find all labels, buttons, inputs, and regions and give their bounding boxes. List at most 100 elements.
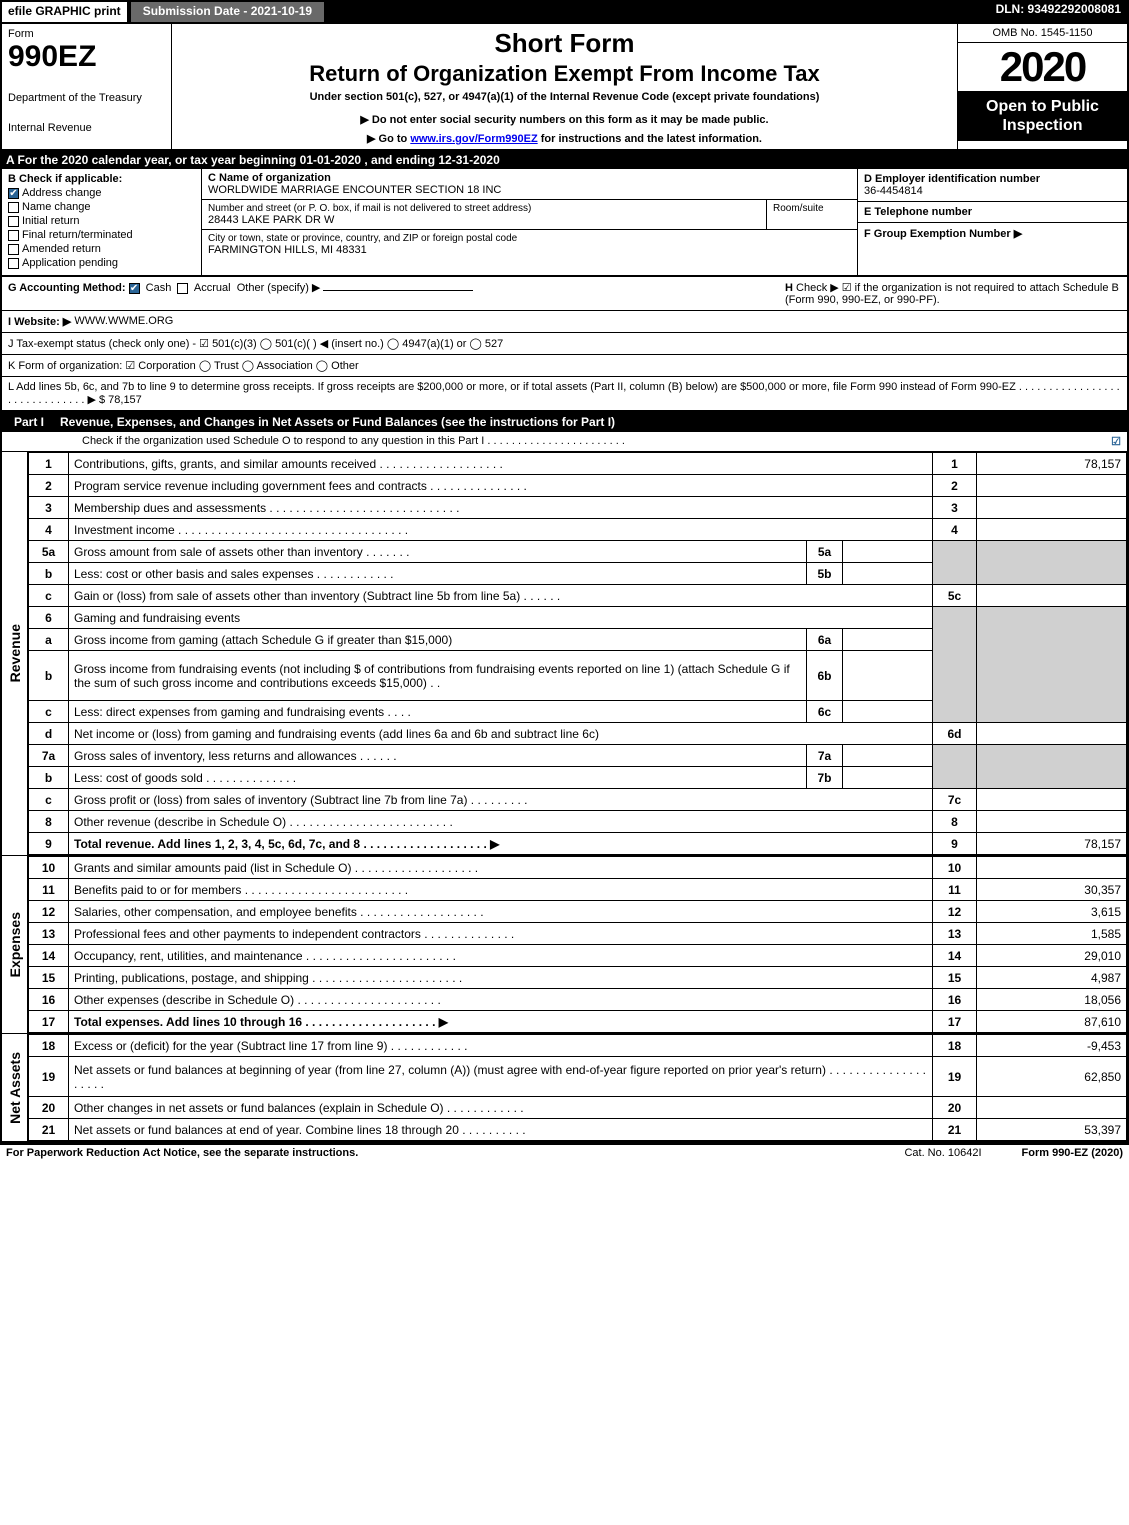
amt-17: 87,610	[977, 1011, 1127, 1033]
cash-label: Cash	[146, 282, 172, 294]
other-specify-label: Other (specify) ▶	[237, 282, 321, 294]
amt-20	[977, 1097, 1127, 1119]
line-2: 2Program service revenue including gover…	[29, 475, 1127, 497]
check-initial-return[interactable]	[8, 216, 19, 227]
part1-title: Revenue, Expenses, and Changes in Net As…	[60, 415, 615, 429]
part1-label: Part I	[6, 414, 52, 430]
line-1: 1Contributions, gifts, grants, and simil…	[29, 453, 1127, 475]
line-4: 4Investment income . . . . . . . . . . .…	[29, 519, 1127, 541]
amended-return-label: Amended return	[22, 243, 101, 255]
amt-5c	[977, 585, 1127, 607]
form-number: 990EZ	[8, 40, 165, 74]
irs-label: Internal Revenue	[8, 122, 165, 134]
amt-3	[977, 497, 1127, 519]
check-amended-return[interactable]	[8, 244, 19, 255]
expenses-side-label: Expenses	[2, 856, 28, 1033]
amt-11: 30,357	[977, 879, 1127, 901]
amt-8	[977, 811, 1127, 833]
header-center: Short Form Return of Organization Exempt…	[172, 24, 957, 149]
k-text: K Form of organization: ☑ Corporation ◯ …	[8, 359, 359, 372]
header-left: Form 990EZ Department of the Treasury In…	[2, 24, 172, 149]
check-accrual[interactable]	[177, 283, 188, 294]
line-12: 12Salaries, other compensation, and empl…	[29, 901, 1127, 923]
line-16: 16Other expenses (describe in Schedule O…	[29, 989, 1127, 1011]
amt-12: 3,615	[977, 901, 1127, 923]
form-header: Form 990EZ Department of the Treasury In…	[0, 24, 1129, 151]
f-group-exemption-label: F Group Exemption Number ▶	[864, 227, 1121, 240]
amt-9: 78,157	[977, 833, 1127, 855]
page-footer: For Paperwork Reduction Act Notice, see …	[0, 1143, 1129, 1161]
line-8: 8Other revenue (describe in Schedule O) …	[29, 811, 1127, 833]
ssn-warning: ▶ Do not enter social security numbers o…	[180, 113, 949, 126]
info-block: B Check if applicable: ✔Address change N…	[0, 169, 1129, 277]
amt-14: 29,010	[977, 945, 1127, 967]
check-cash[interactable]: ✔	[129, 283, 140, 294]
part1-header: Part I Revenue, Expenses, and Changes in…	[0, 412, 1129, 432]
tax-year: 2020	[958, 43, 1127, 91]
section-def: D Employer identification number 36-4454…	[857, 169, 1127, 275]
line-20: 20Other changes in net assets or fund ba…	[29, 1097, 1127, 1119]
website-value: WWW.WWME.ORG	[74, 315, 173, 328]
form-word: Form	[8, 28, 165, 40]
e-phone-label: E Telephone number	[864, 206, 1121, 218]
amt-15: 4,987	[977, 967, 1127, 989]
accrual-label: Accrual	[194, 282, 231, 294]
efile-print-button[interactable]: efile GRAPHIC print	[0, 0, 129, 24]
revenue-table: 1Contributions, gifts, grants, and simil…	[28, 452, 1127, 855]
application-pending-label: Application pending	[22, 257, 118, 269]
ein-value: 36-4454814	[864, 185, 1121, 197]
short-form-title: Short Form	[180, 28, 949, 59]
part1-sub-text: Check if the organization used Schedule …	[82, 435, 625, 448]
netassets-side-label: Net Assets	[2, 1034, 28, 1141]
goto-post: for instructions and the latest informat…	[538, 133, 762, 145]
address-change-label: Address change	[22, 187, 102, 199]
line-19: 19Net assets or fund balances at beginni…	[29, 1057, 1127, 1097]
dept-treasury: Department of the Treasury	[8, 92, 165, 104]
b-text: Check if applicable:	[19, 173, 122, 185]
line-11: 11Benefits paid to or for members . . . …	[29, 879, 1127, 901]
expenses-section: Expenses 10Grants and similar amounts pa…	[0, 856, 1129, 1034]
check-final-return[interactable]	[8, 230, 19, 241]
amt-13: 1,585	[977, 923, 1127, 945]
line-7a: 7aGross sales of inventory, less returns…	[29, 745, 1127, 767]
amt-7c	[977, 789, 1127, 811]
c-name-label: C Name of organization	[208, 172, 331, 184]
header-right: OMB No. 1545-1150 2020 Open to Public In…	[957, 24, 1127, 149]
irs-link[interactable]: www.irs.gov/Form990EZ	[410, 133, 537, 145]
section-b: B Check if applicable: ✔Address change N…	[2, 169, 202, 275]
line-9: 9Total revenue. Add lines 1, 2, 3, 4, 5c…	[29, 833, 1127, 855]
j-text: J Tax-exempt status (check only one) - ☑…	[8, 337, 503, 350]
amt-10	[977, 857, 1127, 879]
org-name: WORLDWIDE MARRIAGE ENCOUNTER SECTION 18 …	[208, 184, 501, 196]
h-text: Check ▶ ☑ if the organization is not req…	[785, 282, 1119, 306]
initial-return-label: Initial return	[22, 215, 79, 227]
amt-1: 78,157	[977, 453, 1127, 475]
cat-no: Cat. No. 10642I	[904, 1147, 981, 1159]
goto-instructions: ▶ Go to www.irs.gov/Form990EZ for instru…	[180, 132, 949, 145]
open-to-public: Open to Public Inspection	[958, 91, 1127, 141]
goto-pre: ▶ Go to	[367, 133, 410, 145]
i-prefix: I Website: ▶	[8, 315, 71, 328]
amt-18: -9,453	[977, 1035, 1127, 1057]
revenue-side-label: Revenue	[2, 452, 28, 855]
main-title: Return of Organization Exempt From Incom…	[180, 61, 949, 87]
check-application-pending[interactable]	[8, 258, 19, 269]
section-k: K Form of organization: ☑ Corporation ◯ …	[0, 355, 1129, 377]
line-6: 6Gaming and fundraising events	[29, 607, 1127, 629]
check-address-change[interactable]: ✔	[8, 188, 19, 199]
line-18: 18Excess or (deficit) for the year (Subt…	[29, 1035, 1127, 1057]
part1-check-o[interactable]: ☑	[1111, 435, 1121, 448]
city-state-zip: FARMINGTON HILLS, MI 48331	[208, 244, 517, 256]
netassets-table: 18Excess or (deficit) for the year (Subt…	[28, 1034, 1127, 1141]
under-section: Under section 501(c), 527, or 4947(a)(1)…	[180, 91, 949, 103]
amt-4	[977, 519, 1127, 541]
check-name-change[interactable]	[8, 202, 19, 213]
amt-21: 53,397	[977, 1119, 1127, 1141]
line-3: 3Membership dues and assessments . . . .…	[29, 497, 1127, 519]
line-10: 10Grants and similar amounts paid (list …	[29, 857, 1127, 879]
revenue-section: Revenue 1Contributions, gifts, grants, a…	[0, 452, 1129, 856]
amt-2	[977, 475, 1127, 497]
city-label: City or town, state or province, country…	[208, 233, 517, 244]
section-i: I Website: ▶ WWW.WWME.ORG	[0, 311, 1129, 333]
addr-label: Number and street (or P. O. box, if mail…	[208, 203, 760, 214]
